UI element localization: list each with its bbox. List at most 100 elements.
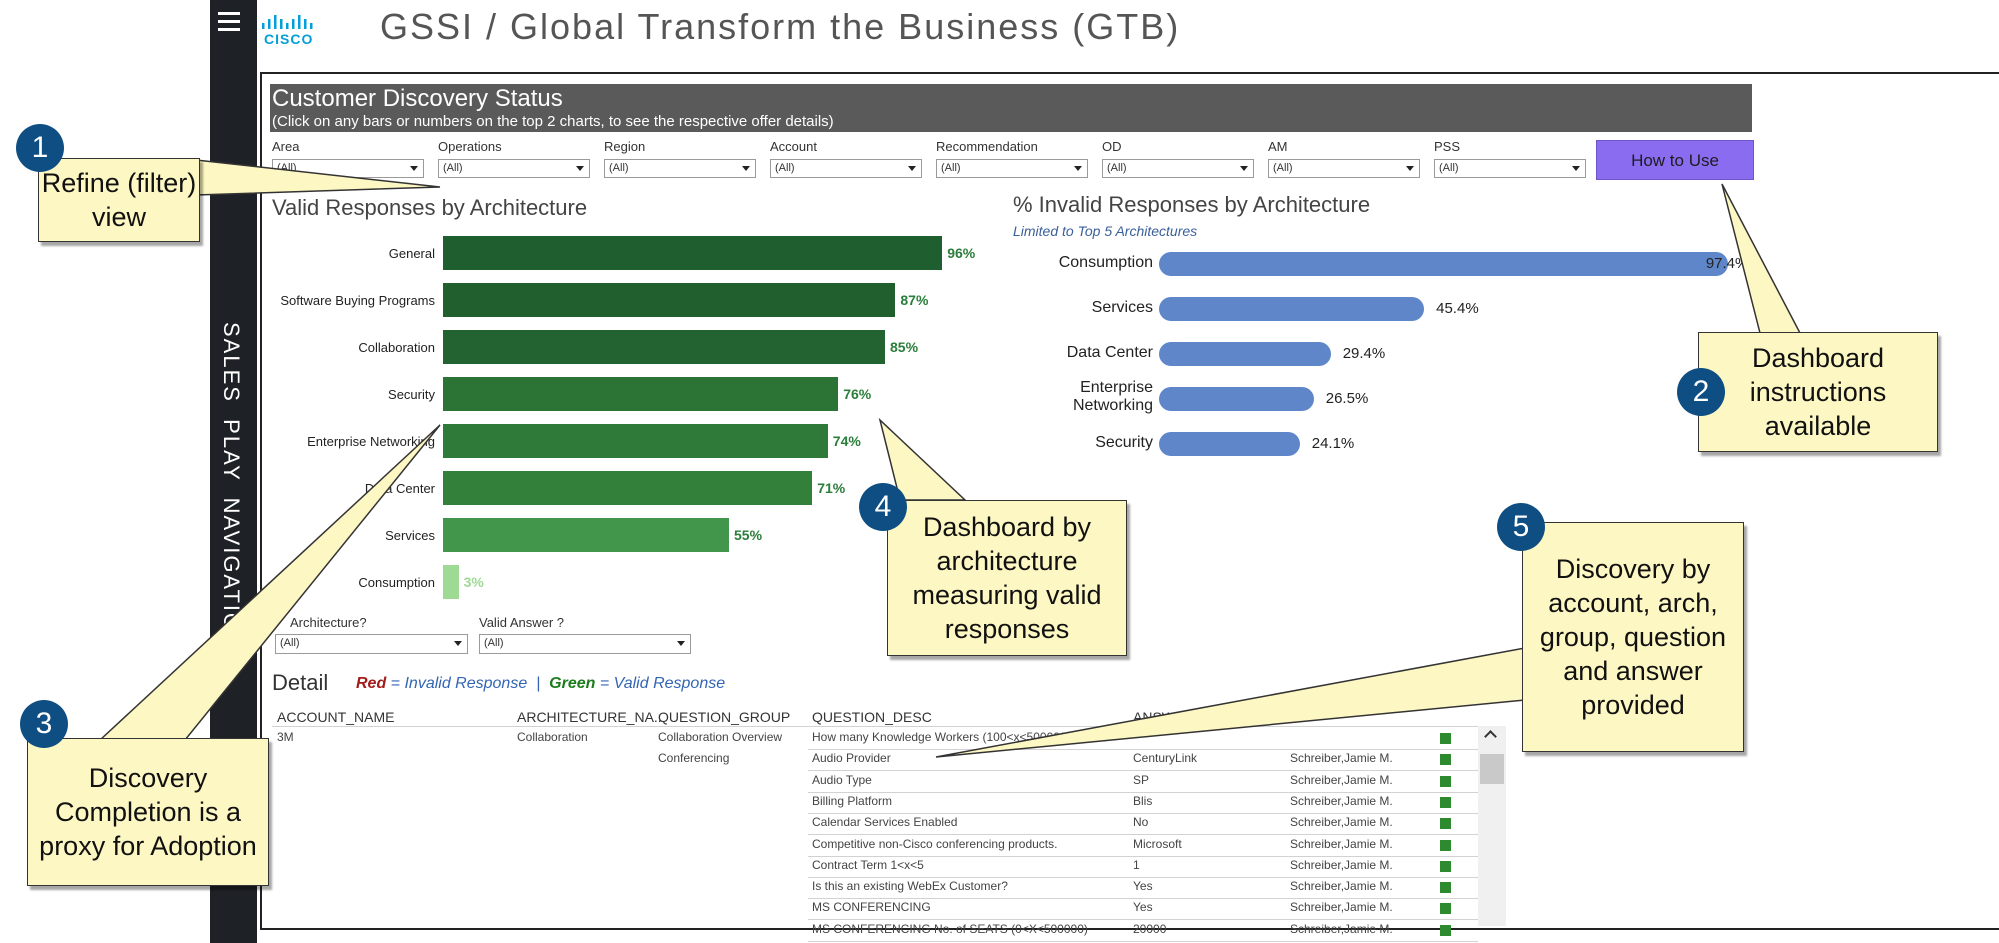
col-header-question-desc[interactable]: QUESTION_DESC	[812, 709, 932, 725]
col-header-architecture[interactable]: ARCHITECTURE_NA..	[517, 709, 662, 725]
valid-bar-consumption[interactable]	[443, 565, 459, 599]
cell-answer: CenturyLink	[1133, 751, 1198, 766]
invalid-bar-data-center[interactable]	[1159, 342, 1331, 366]
cell-answer: SP	[1133, 772, 1150, 787]
cell-architecture: Collaboration	[517, 730, 588, 744]
col-header-answer[interactable]: ANSWER	[1133, 709, 1195, 725]
table-row[interactable]: Audio Type SP Schreiber,Jamie M.	[808, 773, 1478, 793]
valid-bar-value-enterprise-networking[interactable]: 74%	[832, 433, 861, 449]
detail-scrollbar[interactable]	[1478, 726, 1506, 926]
valid-bar-software-buying-programs[interactable]	[443, 283, 896, 317]
invalid-bar-value-security[interactable]: 24.1%	[1311, 435, 1355, 452]
invalid-bar-value-enterprise-networking[interactable]: 26.5%	[1325, 390, 1369, 407]
valid-bar-label-security: Security	[388, 387, 435, 402]
chevron-down-icon	[1572, 166, 1580, 171]
table-row[interactable]: MS CONFERENCING No. of SEATS (0<X<500000…	[808, 922, 1478, 942]
scroll-up-icon[interactable]	[1484, 730, 1497, 743]
valid-status-marker	[1440, 903, 1451, 915]
valid-bar-label-software-buying-programs: Software Buying Programs	[280, 293, 435, 308]
valid-bar-value-collaboration[interactable]: 85%	[890, 339, 919, 355]
callout-1: Refine (filter) view	[38, 158, 200, 242]
table-row[interactable]: Billing Platform Blis Schreiber,Jamie M.	[808, 794, 1478, 814]
row-divider	[808, 855, 1478, 857]
valid-bar-services[interactable]	[443, 518, 729, 552]
filter-select-area[interactable]: (All)	[272, 159, 424, 178]
valid-bar-value-consumption[interactable]: 3%	[463, 574, 484, 590]
valid-bar-data-center[interactable]	[443, 471, 813, 505]
invalid-bar-label-enterprise-networking: Enterprise Networking	[1072, 379, 1153, 414]
valid-bar-label-general: General	[388, 246, 435, 261]
filter-select-architecture[interactable]: (All)	[275, 634, 468, 654]
table-row[interactable]: Is this an existing WebEx Customer? Yes Sc…	[808, 879, 1478, 900]
filter-select-am[interactable]: (All)	[1268, 159, 1420, 178]
filter-select-valid-answer[interactable]: (All)	[479, 634, 691, 654]
invalid-bar-consumption[interactable]	[1159, 252, 1728, 276]
valid-bar-label-consumption: Consumption	[358, 575, 435, 590]
invalid-bar-label-consumption: Consumption	[1058, 254, 1153, 271]
detail-title: Detail	[272, 670, 329, 695]
valid-bar-value-software-buying-programs[interactable]: 87%	[900, 292, 929, 308]
filter-label-pss: PSS	[1434, 139, 1461, 154]
invalid-bar-enterprise-networking[interactable]	[1159, 387, 1314, 411]
invalid-chart-subtitle: Limited to Top 5 Architectures	[1013, 223, 1198, 239]
logo-text: CISCO	[264, 31, 314, 47]
cell-question: MS CONFERENCING	[812, 900, 931, 915]
filter-select-account[interactable]: (All)	[770, 159, 922, 178]
valid-bar-value-security[interactable]: 76%	[843, 386, 872, 402]
filter-label-operations: Operations	[438, 139, 502, 154]
filter-select-pss[interactable]: (All)	[1434, 159, 1586, 178]
valid-bar-collaboration[interactable]	[443, 330, 885, 364]
valid-bar-enterprise-networking[interactable]	[443, 424, 828, 458]
hamburger-menu-icon[interactable]	[218, 12, 240, 34]
table-row[interactable]: How many Knowledge Workers (100<x<500000…	[808, 730, 1478, 750]
cell-answer: Blis	[1133, 793, 1153, 808]
valid-bar-value-data-center[interactable]: 71%	[817, 480, 846, 496]
chevron-down-icon	[742, 166, 750, 171]
callout-5-badge: 5	[1497, 503, 1545, 551]
col-header-account[interactable]: ACCOUNT_NAME	[277, 709, 395, 725]
table-row[interactable]: Contract Term 1<x<5 1 Schreiber,Jamie M.	[808, 858, 1478, 878]
callout-1-text: Refine (filter) view	[41, 168, 197, 232]
filter-label-od: OD	[1102, 139, 1122, 154]
invalid-bar-value-consumption[interactable]: 97.4%	[1705, 255, 1749, 272]
valid-bar-general[interactable]	[443, 236, 943, 270]
filter-select-recommendation[interactable]: (All)	[936, 159, 1088, 178]
filter-select-od[interactable]: (All)	[1102, 159, 1254, 178]
table-row[interactable]: MS CONFERENCING Yes Schreiber,Jamie M.	[808, 900, 1478, 921]
chevron-down-icon	[576, 166, 584, 171]
page-title: GSSI / Global Transform the Business (GT…	[380, 6, 1181, 47]
filter-label-architecture: Architecture?	[290, 615, 367, 630]
invalid-bar-services[interactable]	[1159, 297, 1425, 321]
table-row[interactable]: Calendar Services Enabled No Schreiber,Jam…	[808, 815, 1478, 836]
table-row[interactable]: Competitive non-Cisco conferencing produ…	[808, 837, 1478, 857]
valid-bar-value-general[interactable]: 96%	[947, 245, 976, 261]
invalid-bar-value-data-center[interactable]: 29.4%	[1342, 345, 1386, 362]
dashboard-subtitle: (Click on any bars or numbers on the top…	[272, 113, 834, 130]
valid-bar-value-services[interactable]: 55%	[734, 527, 763, 543]
valid-bar-security[interactable]	[443, 377, 839, 411]
invalid-bar-security[interactable]	[1159, 432, 1300, 456]
cell-owner: Schreiber,Jamie M.	[1290, 857, 1393, 872]
callout-3-badge: 3	[20, 700, 68, 748]
row-divider	[808, 770, 1478, 772]
cell-group-conferencing: Conferencing	[658, 751, 730, 765]
legend-red-text: = Invalid Response	[386, 675, 528, 692]
cell-owner: Schreiber,Jamie M.	[1290, 921, 1393, 936]
callout-2-text: Dashboard instructions available	[1749, 343, 1887, 441]
scrollbar-thumb[interactable]	[1480, 754, 1504, 784]
cell-question: Audio Provider	[812, 751, 891, 766]
filter-select-operations[interactable]: (All)	[438, 159, 590, 178]
invalid-bar-value-services[interactable]: 45.4%	[1436, 300, 1479, 317]
filter-select-region[interactable]: (All)	[604, 159, 756, 178]
row-divider	[808, 791, 1478, 793]
valid-bar-label-enterprise-networking: Enterprise Networking	[307, 434, 435, 449]
chevron-down-icon	[410, 166, 418, 171]
sales-play-navigation[interactable]: SALES PLAY NAVIGATION	[219, 322, 244, 651]
callout-3: Discovery Completion is a proxy for Adop…	[27, 738, 269, 886]
valid-status-marker	[1440, 796, 1451, 808]
invalid-responses-chart: Consumption 97.4% Services 45.4% Data Center…	[1013, 252, 1773, 472]
col-header-question-group[interactable]: QUESTION_GROUP	[658, 709, 791, 725]
table-row[interactable]: Audio Provider CenturyLink Schreiber,Jamie…	[808, 751, 1478, 772]
how-to-use-button[interactable]: How to Use	[1596, 140, 1754, 180]
cell-group-overview: Collaboration Overview	[658, 730, 783, 744]
